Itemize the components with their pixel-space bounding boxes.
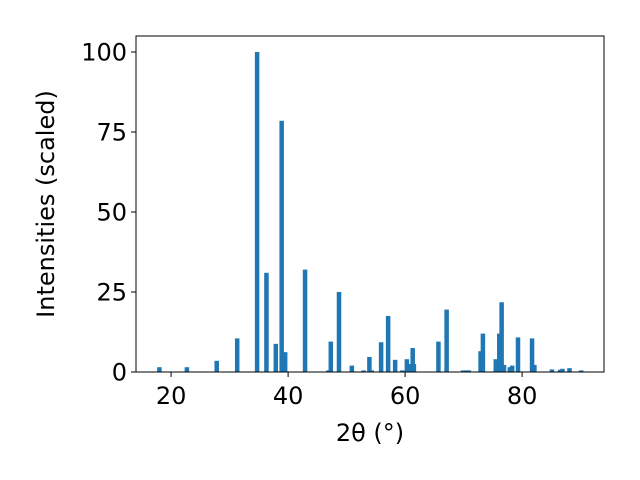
bar [480,333,486,372]
y-tick-label: 50 [96,199,127,227]
bar [367,356,372,372]
y-tick-label: 0 [112,359,127,387]
bar [507,367,513,372]
x-ticks: 20 40 60 80 [156,372,538,410]
bar [273,343,279,372]
x-tick-label: 40 [273,382,304,410]
bar [279,120,284,372]
bar [399,370,405,372]
bar [497,333,502,372]
bar [184,367,190,372]
bar [532,364,537,372]
bar [466,370,472,372]
bar [392,359,398,372]
x-tick-label: 60 [390,382,421,410]
bar [404,359,410,372]
bar [493,359,499,372]
bar [464,370,469,372]
bar [369,370,374,372]
y-tick-label: 75 [96,119,127,147]
bar [254,52,260,372]
bar [385,316,391,372]
bar [408,364,413,372]
bar [157,367,162,372]
bar [349,365,355,372]
bar [515,337,521,372]
bar [282,352,288,372]
bar [460,370,466,372]
plot-frame [135,35,605,373]
bar [378,342,384,372]
bar [436,341,441,372]
x-tick-label: 80 [507,382,538,410]
y-axis-label: Intensities (scaled) [32,90,60,318]
bar [560,368,565,372]
bar [509,365,515,372]
bar [444,309,449,372]
bar [549,369,555,372]
bar [326,370,331,372]
bar [234,338,240,372]
x-tick-label: 20 [156,382,187,410]
y-ticks: 0 25 50 75 100 [81,39,136,387]
y-tick-label: 100 [81,39,127,67]
bar [328,341,334,372]
y-tick-label: 25 [96,279,127,307]
bar [478,351,483,372]
bar [411,364,417,372]
bar [302,269,308,372]
bar [264,272,269,372]
bar [499,302,504,372]
bar [578,370,584,372]
bar [410,348,415,372]
bar [501,364,507,372]
x-axis-label: 2θ (°) [336,419,404,447]
bar [214,360,219,372]
bar [361,370,366,372]
bar [567,368,572,372]
bars-group [157,52,584,372]
bar [529,338,535,372]
bar [557,369,563,372]
bar [336,292,342,372]
